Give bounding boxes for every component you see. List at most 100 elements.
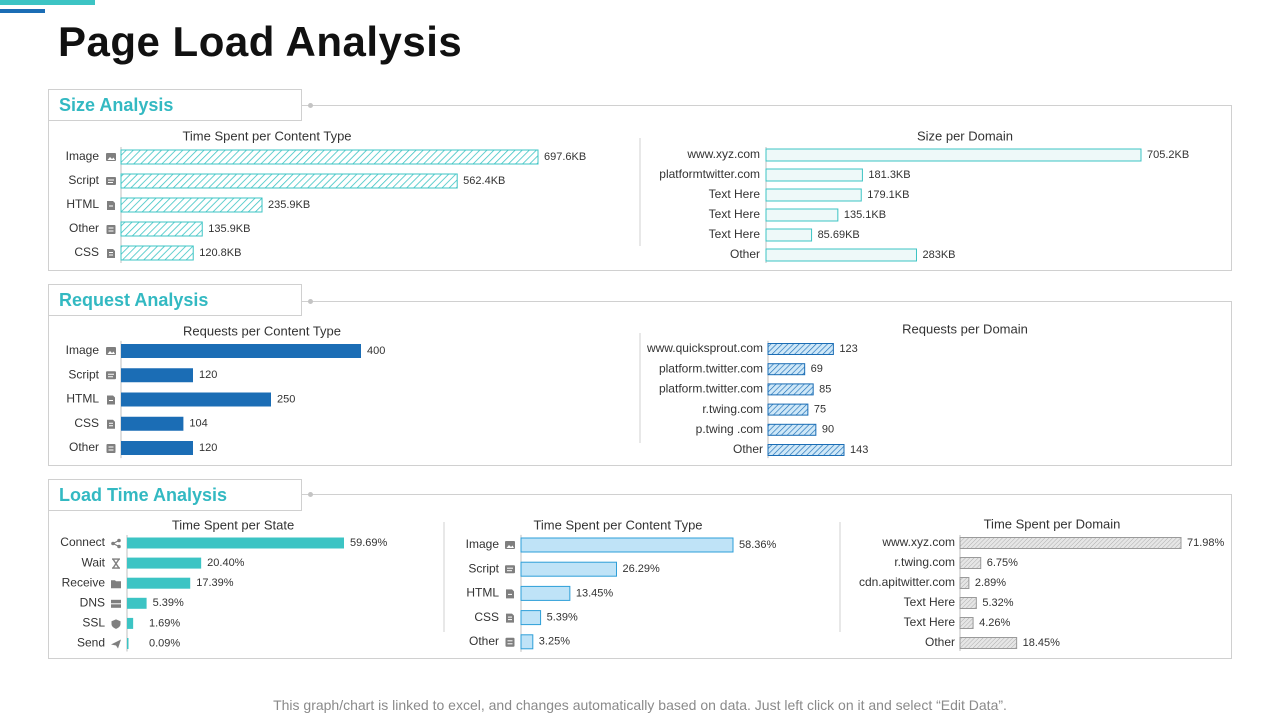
- load_domain-category-label: Text Here: [904, 595, 956, 609]
- load_content-value-label: 3.25%: [539, 636, 570, 648]
- req_domain-bar: [767, 403, 809, 416]
- request-analysis-tab: Request Analysis: [48, 284, 302, 316]
- size_domain-bar: [765, 148, 1142, 162]
- load_content-bar: [520, 585, 571, 601]
- size_content-value-label: 120.8KB: [199, 247, 241, 259]
- load_state-category-label: Receive: [62, 575, 106, 589]
- size_content-value-label: 135.9KB: [208, 223, 250, 235]
- req_domain-category-label: www.quicksprout.com: [646, 341, 763, 355]
- load_content-script-icon: [505, 565, 515, 574]
- size_domain-bar: [765, 188, 862, 202]
- size_content-chart-title: Time Spent per Content Type: [182, 128, 351, 143]
- size_content-category-label: Other: [69, 221, 99, 235]
- size_content-category-label: HTML: [66, 197, 99, 211]
- size_content-value-label: 697.6KB: [544, 151, 586, 163]
- req_content-category-label: Other: [69, 440, 99, 454]
- load_domain-bar: [959, 597, 977, 609]
- size_domain-category-label: Other: [730, 247, 760, 261]
- load_content-value-label: 58.36%: [739, 539, 777, 551]
- req_content-category-label: HTML: [66, 392, 99, 406]
- css-icon-page: [506, 613, 514, 623]
- load_content-css-icon: [506, 613, 514, 623]
- load_state-bar: [127, 597, 147, 609]
- size_content-bar: [120, 173, 458, 189]
- size_domain-chart-title: Size per Domain: [917, 128, 1013, 143]
- send-icon-shape: [111, 639, 121, 649]
- size_domain-category-label: Text Here: [709, 227, 761, 241]
- req_domain-chart-title: Requests per Domain: [902, 321, 1028, 336]
- hourglass-icon-shape: [112, 558, 120, 569]
- load_state-bar: [127, 617, 134, 629]
- load-time-analysis-connector: [302, 494, 1232, 495]
- req_content-value-label: 400: [367, 345, 385, 357]
- req_domain-value-label: 143: [850, 444, 868, 456]
- load_content-category-label: Other: [469, 634, 499, 648]
- size_content-script-icon: [106, 177, 116, 185]
- req_content-bar: [121, 441, 193, 455]
- size_domain-category-label: Text Here: [709, 207, 761, 221]
- share-icon-links: [112, 539, 120, 548]
- load_state-share-icon: [111, 538, 121, 549]
- load_content-bar: [520, 537, 734, 553]
- load_state-bar: [127, 557, 202, 569]
- size_content-category-label: Script: [68, 173, 99, 187]
- size_content-other-icon: [106, 225, 116, 234]
- req_content-category-label: CSS: [74, 416, 99, 430]
- script-icon-frame: [106, 371, 116, 380]
- size_domain-bar: [765, 228, 813, 242]
- size_content-bar: [120, 221, 203, 237]
- request-analysis-connector: [302, 301, 1232, 302]
- load-time-analysis-tab: Load Time Analysis: [48, 479, 302, 511]
- size-analysis-heading: Size Analysis: [59, 95, 174, 115]
- load_state-value-label: 20.40%: [207, 557, 245, 569]
- load_state-value-label: 59.69%: [350, 537, 388, 549]
- req_content-other-icon: [106, 444, 116, 453]
- req_domain-bar: [767, 444, 845, 456]
- load_state-value-label: 1.69%: [149, 617, 180, 629]
- load_content-value-label: 5.39%: [547, 612, 578, 624]
- size-analysis-connector-dot: [308, 103, 313, 108]
- load_state-chart-title: Time Spent per State: [172, 517, 294, 532]
- request-analysis-heading: Request Analysis: [59, 290, 209, 310]
- req_content-script-icon: [106, 371, 116, 380]
- req_domain-category-label: r.twing.com: [702, 402, 763, 416]
- load_state-send-icon: [111, 639, 121, 649]
- load_domain-category-label: Other: [925, 635, 955, 649]
- load_state-category-label: Send: [77, 636, 105, 650]
- req_content-bar: [121, 416, 184, 431]
- other-icon-box: [106, 225, 116, 234]
- load_state-bar: [127, 537, 344, 549]
- load_state-download-icon: [111, 580, 121, 589]
- size_content-bar: [120, 149, 539, 165]
- load_content-value-label: 26.29%: [623, 563, 661, 575]
- load_state-server-icon: [111, 599, 121, 608]
- load_content-chart-title: Time Spent per Content Type: [533, 517, 702, 532]
- load_domain-bar: [959, 637, 1018, 649]
- load_domain-category-label: Text Here: [904, 615, 956, 629]
- req_domain-category-label: platform.twitter.com: [659, 361, 763, 375]
- req_content-html-icon: [107, 395, 115, 405]
- css-icon-page: [107, 419, 115, 429]
- req_content-value-label: 120: [199, 442, 217, 454]
- load_domain-bar: [959, 557, 982, 569]
- size_content-bar: [120, 197, 263, 213]
- req_domain-value-label: 123: [839, 343, 857, 355]
- req_domain-bar: [767, 363, 806, 376]
- load_content-image-icon: [505, 541, 515, 549]
- req_domain-value-label: 69: [811, 363, 823, 375]
- load_content-category-label: Script: [468, 561, 499, 575]
- load_content-value-label: 13.45%: [576, 587, 614, 599]
- req_domain-value-label: 85: [819, 383, 831, 395]
- size_domain-value-label: 181.3KB: [868, 169, 910, 181]
- load_domain-value-label: 6.75%: [987, 557, 1018, 569]
- size_domain-bar: [765, 208, 839, 222]
- size_content-bar: [120, 245, 194, 261]
- size_domain-category-label: platformtwitter.com: [659, 167, 760, 181]
- req_content-category-label: Image: [66, 343, 100, 357]
- load_domain-bar: [959, 617, 974, 629]
- size_content-category-label: CSS: [74, 245, 99, 259]
- load_state-bar: [127, 638, 129, 649]
- size_content-html-icon: [107, 201, 115, 210]
- server-icon-unit: [111, 604, 121, 608]
- top-accent-bar: [0, 0, 95, 5]
